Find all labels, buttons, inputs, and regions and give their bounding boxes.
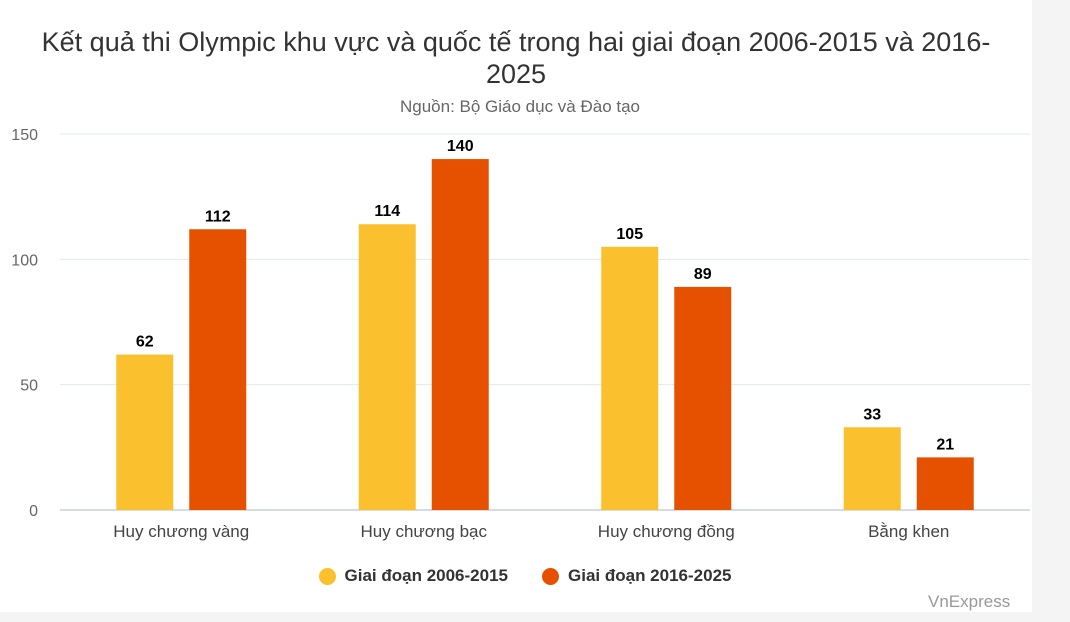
bar-1-1 (116, 354, 174, 510)
bar-2-1 (189, 229, 247, 510)
y-tick-label: 150 (11, 127, 38, 144)
chart-legend: Giai đoạn 2006-2015 Giai đoạn 2016-2025 (0, 566, 1050, 586)
bar-chart: 0 50 100 150 62 112 Huy chương vàng 114 140 Huy c… (11, 127, 1030, 541)
legend-label: Giai đoạn 2006-2015 (344, 566, 508, 585)
x-tick-label: Huy chương vàng (113, 522, 249, 541)
x-tick-label: Bằng khen (868, 522, 949, 541)
data-label: 21 (936, 436, 954, 453)
bar-1-2 (358, 224, 416, 511)
chart-subtitle: Nguồn: Bộ Giáo dục và Đào tạo (399, 97, 641, 116)
bar-2-3 (674, 286, 732, 510)
data-label: 62 (136, 334, 154, 351)
bar-2-4 (916, 457, 974, 510)
bar-2-2 (431, 159, 489, 511)
chart-title: Kết quả thi Olympic khu vực và quốc tế t… (41, 27, 991, 89)
bar-1-3 (601, 246, 659, 511)
data-label: 105 (616, 226, 643, 243)
data-label: 112 (205, 208, 231, 225)
data-label: 114 (374, 203, 400, 220)
bar-1-4 (843, 427, 901, 510)
legend-label: Giai đoạn 2016-2025 (568, 566, 732, 585)
y-tick-label: 100 (11, 252, 38, 269)
y-tick-label: 50 (20, 378, 38, 395)
legend-marker-icon (318, 567, 336, 585)
data-label: 33 (863, 406, 881, 423)
x-tick-label: Huy chương bạc (361, 522, 488, 541)
legend-item-1[interactable]: Giai đoạn 2006-2015 (318, 566, 508, 586)
y-tick-label: 0 (29, 503, 38, 520)
x-tick-label: Huy chương đồng (598, 522, 735, 541)
legend-item-2[interactable]: Giai đoạn 2016-2025 (542, 566, 731, 586)
data-label: 140 (447, 138, 474, 155)
data-label: 89 (694, 266, 712, 283)
source-credit: VnExpress (928, 592, 1011, 611)
legend-marker-icon (542, 567, 559, 585)
